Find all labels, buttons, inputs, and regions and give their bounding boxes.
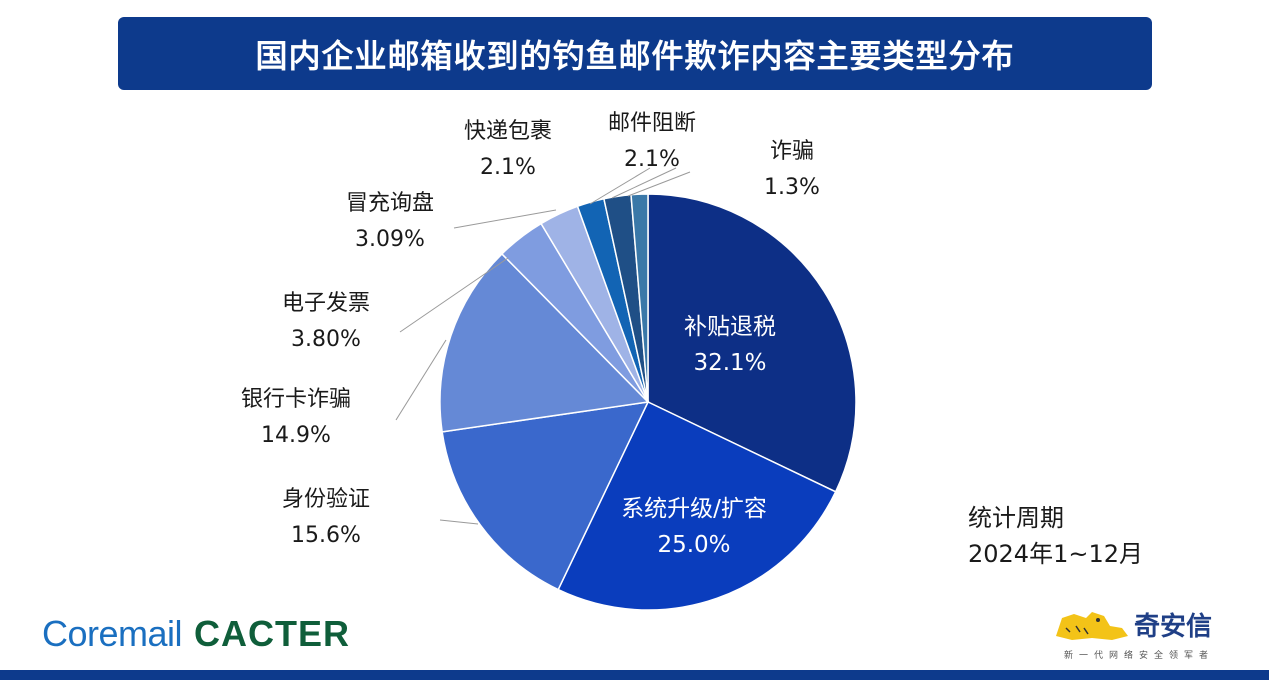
slice-category-label: 银行卡诈骗 — [241, 387, 351, 412]
slice-category-label: 快递包裹 — [464, 119, 552, 144]
leader-line — [395, 339, 447, 421]
slice-category-label: 补贴退税 — [684, 314, 776, 340]
bottom-bar — [0, 670, 1269, 680]
leader-line — [439, 519, 479, 525]
slice-category-label: 身份验证 — [282, 487, 370, 512]
pie-slice — [557, 400, 837, 611]
qianxin-tagline: 新一代网络安全领军者 — [1064, 651, 1215, 661]
leader-line — [453, 209, 557, 229]
pie-slice — [439, 252, 650, 433]
slice-value-label: 1.3% — [764, 175, 820, 200]
period-range: 2024年1~12月 — [968, 540, 1143, 568]
slice-value-label: 32.1% — [693, 350, 766, 376]
slice-value-label: 15.6% — [291, 523, 361, 548]
coremail-logo-text: Coremail — [42, 613, 183, 654]
slice-value-label: 2.1% — [480, 155, 536, 180]
coremail-cacter-logo: Coremail CACTER — [42, 612, 350, 656]
statistics-period: 统计周期 2024年1~12月 — [968, 500, 1143, 572]
slice-value-label: 2.1% — [624, 147, 680, 172]
period-label: 统计周期 — [968, 504, 1064, 532]
cacter-logo-text: CACTER — [194, 613, 351, 654]
slice-value-label: 3.09% — [355, 227, 425, 252]
qianxin-logo-text: 奇安信 — [1134, 612, 1213, 642]
slice-category-label: 电子发票 — [282, 291, 370, 316]
leader-line — [611, 167, 677, 199]
pie-slice — [647, 193, 857, 493]
slice-category-label: 诈骗 — [770, 139, 814, 164]
slice-category-label: 系统升级/扩容 — [621, 496, 767, 522]
leader-line — [627, 171, 691, 197]
qianxin-logo: 奇安信 新一代网络安全领军者 — [1052, 604, 1242, 664]
chart-title: 国内企业邮箱收到的钓鱼邮件欺诈内容主要类型分布 — [255, 36, 1015, 75]
qianxin-mascot-icon — [1056, 612, 1128, 640]
title-banner: 国内企业邮箱收到的钓鱼邮件欺诈内容主要类型分布 — [118, 17, 1152, 90]
pie-slice — [441, 401, 650, 591]
slice-value-label: 14.9% — [261, 423, 331, 448]
slice-value-label: 25.0% — [657, 532, 730, 558]
slice-value-label: 3.80% — [291, 327, 361, 352]
slice-category-label: 冒充询盘 — [346, 191, 434, 216]
leader-line — [399, 257, 509, 333]
leader-line — [589, 167, 651, 205]
slice-category-label: 邮件阻断 — [608, 111, 696, 136]
